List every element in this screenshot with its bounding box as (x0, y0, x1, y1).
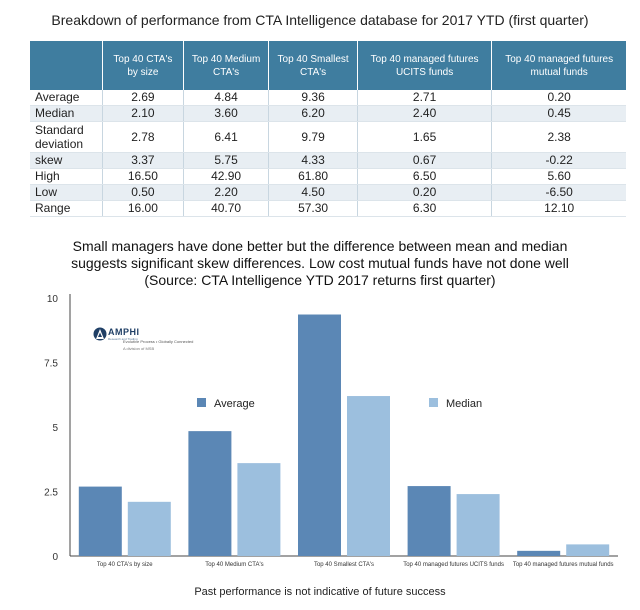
row-label: Range (30, 200, 103, 217)
table-cell: 2.71 (357, 90, 493, 106)
table-cell: 42.90 (183, 168, 270, 185)
table-row-stdev: Standard deviation 2.78 6.41 9.79 1.65 2… (30, 121, 626, 153)
logo-tagline: Evolutive Process • Globally Connected (123, 339, 194, 344)
table-cell: 2.20 (183, 184, 270, 201)
table-cell: 0.20 (357, 184, 493, 201)
legend-label-median: Median (446, 398, 482, 410)
table-cell: 0.45 (491, 105, 626, 122)
table-cell: 2.69 (102, 90, 184, 106)
table-cell: 2.78 (102, 121, 184, 153)
table-cell: 1.65 (357, 121, 493, 153)
bar-average (78, 486, 122, 556)
logo-subtitle: Research and Trading (108, 337, 138, 341)
table-cell: 9.79 (268, 121, 358, 153)
table-row-average: Average 2.69 4.84 9.36 2.71 0.20 (30, 90, 626, 106)
table-header-medium: Top 40 Medium CTA's (183, 41, 270, 90)
x-tick-label: Top 40 Medium CTA's (205, 562, 263, 568)
table-cell: 4.84 (183, 90, 270, 106)
y-tick-label: 5 (52, 423, 58, 434)
table-cell: 40.70 (183, 200, 270, 217)
bar-median (237, 463, 281, 556)
table-cell: 61.80 (268, 168, 358, 185)
table-row-low: Low 0.50 2.20 4.50 0.20 -6.50 (30, 184, 626, 201)
table-cell: 0.20 (491, 90, 626, 106)
chart-title-line: Small managers have done better but the … (72, 238, 568, 254)
table-cell: -0.22 (491, 152, 626, 169)
table-header-ucits: Top 40 managed futures UCITS funds (357, 41, 493, 90)
table-cell: 5.75 (183, 152, 270, 169)
table-cell: 3.37 (102, 152, 184, 169)
table-row-median: Median 2.10 3.60 6.20 2.40 0.45 (30, 105, 626, 122)
bar-median (347, 396, 390, 556)
table-cell: 0.50 (102, 184, 184, 201)
chart-title-line: (Source: CTA Intelligence YTD 2017 retur… (144, 272, 496, 288)
row-label: skew (30, 152, 103, 169)
bar-median (566, 544, 610, 556)
table-header-smallest: Top 40 Smallest CTA's (268, 41, 358, 90)
table-header-mutual: Top 40 managed futures mutual funds (491, 41, 626, 90)
table-cell: 0.67 (357, 152, 493, 169)
performance-table: Top 40 CTA's by size Top 40 Medium CTA's… (30, 41, 626, 217)
bar-median (456, 494, 500, 556)
bar-average (298, 314, 341, 556)
table-cell: 5.60 (491, 168, 626, 185)
bar-average (517, 550, 561, 556)
row-label: Standard deviation (30, 121, 103, 153)
table-cell: 2.40 (357, 105, 493, 122)
table-cell: 16.00 (102, 200, 184, 217)
table-cell: 16.50 (102, 168, 184, 185)
table-cell: 6.41 (183, 121, 270, 153)
table-header-row: Top 40 CTA's by size Top 40 Medium CTA's… (30, 41, 626, 90)
table-header-corner (30, 41, 103, 90)
table-cell: 4.33 (268, 152, 358, 169)
row-label: High (30, 168, 103, 185)
table-cell: 6.50 (357, 168, 493, 185)
disclaimer: Past performance is not indicative of fu… (194, 586, 446, 598)
table-row-high: High 16.50 42.90 61.80 6.50 5.60 (30, 168, 626, 185)
table-row-skew: skew 3.37 5.75 4.33 0.67 -0.22 (30, 152, 626, 169)
legend-swatch-average (197, 398, 206, 407)
table-cell: -6.50 (491, 184, 626, 201)
y-tick-label: 7.5 (44, 359, 58, 370)
bar-average (407, 486, 451, 556)
bar-median (127, 501, 171, 556)
table-cell: 6.20 (268, 105, 358, 122)
table-title: Breakdown of performance from CTA Intell… (51, 12, 589, 28)
row-label: Median (30, 105, 103, 122)
table-cell: 3.60 (183, 105, 270, 122)
table-header-size: Top 40 CTA's by size (102, 41, 184, 90)
row-label: Average (30, 90, 103, 106)
amphi-logo-icon (93, 327, 107, 341)
table-cell: 12.10 (491, 200, 626, 217)
table-row-range: Range 16.00 40.70 57.30 6.30 12.10 (30, 200, 626, 217)
bar-average (188, 431, 232, 556)
legend-swatch-median (429, 398, 438, 407)
table-cell: 6.30 (357, 200, 493, 217)
logo-name: AMPHI (108, 327, 140, 337)
row-label: Low (30, 184, 103, 201)
table-cell: 9.36 (268, 90, 358, 106)
table-cell: 4.50 (268, 184, 358, 201)
table-cell: 2.10 (102, 105, 184, 122)
y-tick-label: 0 (52, 552, 58, 563)
x-tick-label: Top 40 CTA's by size (97, 562, 153, 568)
legend-label-average: Average (214, 398, 255, 410)
table-cell: 57.30 (268, 200, 358, 217)
y-tick-label: 10 (47, 294, 59, 305)
chart-title: Small managers have done better but the … (0, 238, 640, 289)
logo-division: A division of MSB (123, 346, 155, 351)
y-tick-label: 2.5 (44, 488, 58, 499)
x-tick-label: Top 40 Smallest CTA's (314, 562, 374, 568)
chart-title-line: suggests significant skew differences. L… (71, 255, 569, 271)
x-tick-label: Top 40 managed futures mutual funds (513, 562, 614, 568)
table-cell: 2.38 (491, 121, 626, 153)
x-tick-label: Top 40 managed futures UCITS funds (403, 562, 504, 568)
